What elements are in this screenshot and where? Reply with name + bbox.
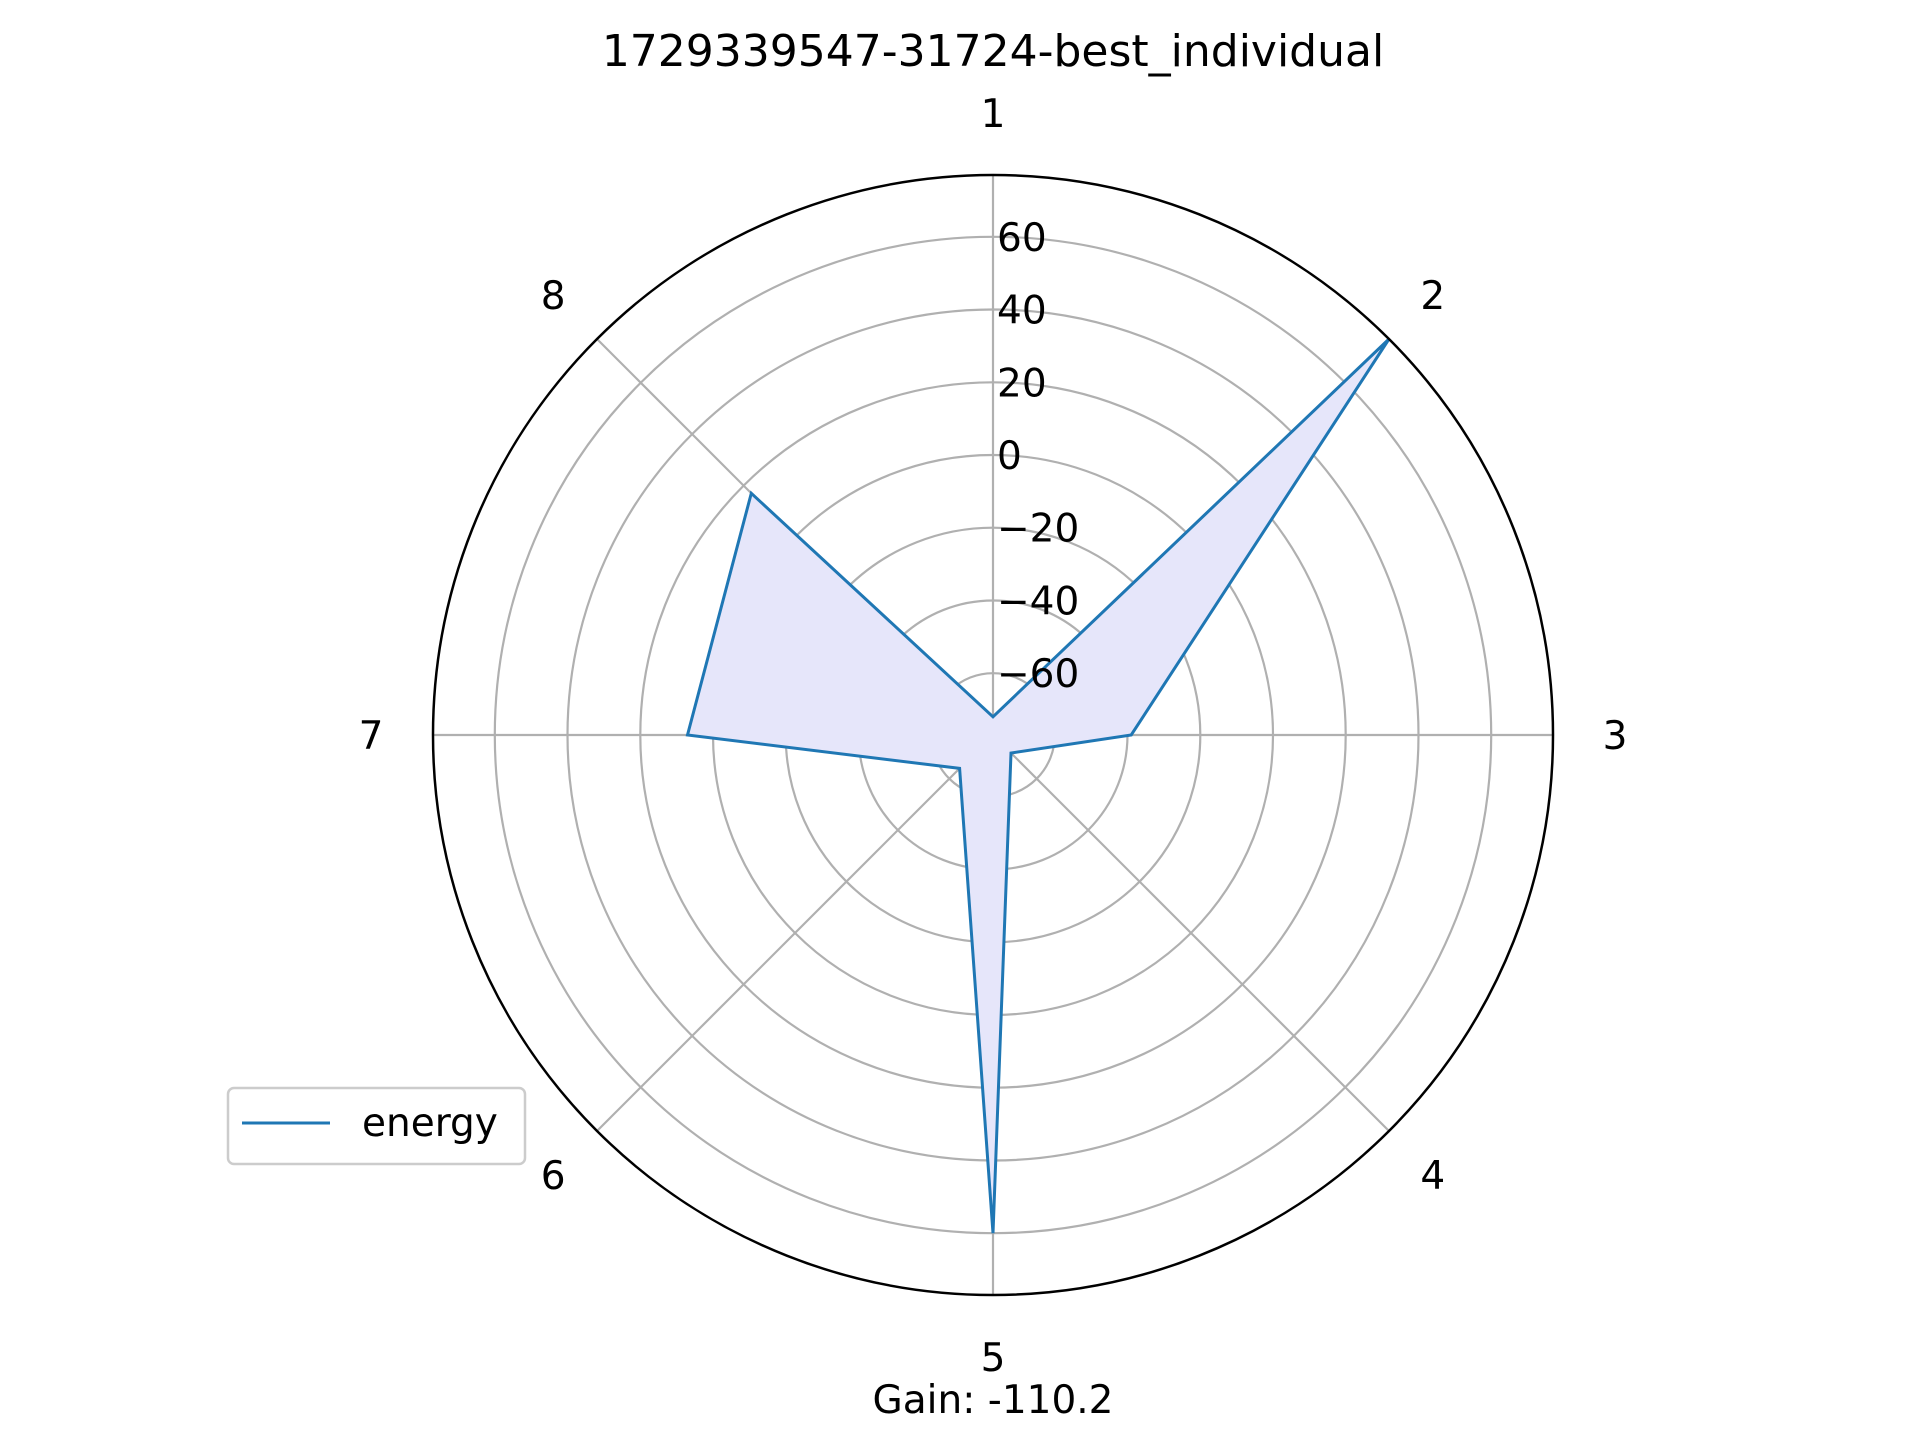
radial-tick-labels: −60 −40 −20 0 20 40 60: [997, 216, 1079, 697]
r-tick-label-0: −60: [997, 652, 1079, 697]
category-label-5: 5: [981, 1336, 1006, 1381]
spoke-4: [992, 734, 1390, 1132]
spoke-6: [596, 734, 994, 1132]
polar-frame: [431, 173, 1555, 1297]
r-tick-label-5: 40: [997, 289, 1047, 334]
r-tick-label-3: 0: [997, 434, 1022, 479]
r-tick-label-4: 20: [997, 361, 1047, 406]
legend-box: [226, 1086, 527, 1166]
category-label-6: 6: [541, 1154, 566, 1199]
legend-label-energy: energy: [362, 1101, 498, 1146]
gain-annotation: Gain: -110.2: [873, 1378, 1114, 1423]
chart-title: 1729339547-31724-best_individual: [602, 26, 1384, 77]
category-labels: 1 2 3 4 5 6 7 8: [359, 92, 1628, 1381]
category-label-3: 3: [1603, 714, 1628, 759]
data-layer: [685, 337, 1391, 1234]
r-tick-label-6: 60: [997, 216, 1047, 261]
series-line-0: [685, 337, 1391, 1234]
category-label-8: 8: [541, 274, 566, 319]
category-label-4: 4: [1420, 1154, 1445, 1199]
category-label-1: 1: [981, 92, 1006, 137]
category-label-2: 2: [1420, 274, 1445, 319]
legend: energy: [226, 1086, 527, 1166]
category-label-7: 7: [359, 714, 384, 759]
r-tick-label-2: −20: [997, 507, 1079, 552]
r-tick-label-1: −40: [997, 580, 1079, 625]
series-fill-0: [687, 339, 1389, 1234]
